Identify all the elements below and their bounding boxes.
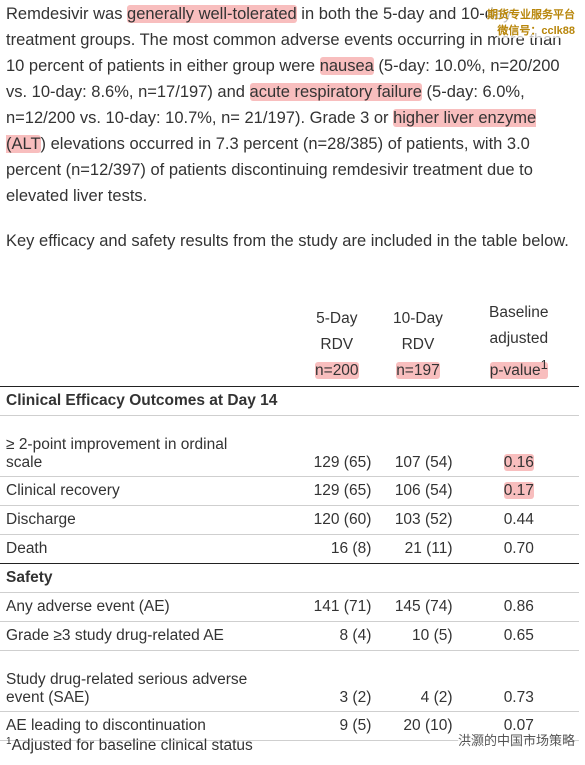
header-10-day: 10-Day RDV n=197 [392, 310, 443, 380]
section-row-efficacy: Clinical Efficacy Outcomes at Day 14 [0, 386, 579, 416]
highlight-nausea: nausea [319, 57, 374, 75]
table-header-row: 5-Day RDV n=200 10-Day RDV n=197 Baseline adj… [0, 300, 579, 387]
intro-text: (5-day: 10.0%, n=20/200 vs. 10-day: 8.6%… [6, 57, 560, 101]
header-empty [0, 300, 296, 387]
table-row: Grade ≥3 study drug-related AE 8 (4) 10 … [0, 621, 579, 651]
table-row: Study drug-related serious adverse event … [0, 650, 579, 712]
watermark-bottom: 洪灏的中国市场策略 [457, 730, 575, 749]
section-row-safety: Safety [0, 563, 579, 593]
watermark-line-2: 微信号：cclk88 [497, 22, 575, 38]
footnote: 1Adjusted for baseline clinical status [6, 736, 253, 755]
intro-text: (5-day: 6.0%, n=12/200 vs. 10-day: 10.7%… [6, 83, 525, 127]
header-5-day: 5-Day RDV n=200 [315, 310, 359, 380]
results-table: 5-Day RDV n=200 10-Day RDV n=197 Baseline adj… [0, 300, 579, 742]
highlight-well-tolerated: generally well-tolerated [127, 5, 297, 23]
lead-paragraph: Key efficacy and safety results from the… [6, 232, 569, 250]
table-row: Clinical recovery 129 (65) 106 (54) 0.17 [0, 476, 579, 506]
header-p-value: Baseline adjusted p-value1 [489, 304, 549, 380]
table-row: AE leading to discontinuation 9 (5) 20 (… [0, 711, 579, 742]
intro-text: ) elevations occurred in 7.3 percent (n=… [6, 135, 533, 205]
table-row: Discharge 120 (60) 103 (52) 0.44 [0, 505, 579, 535]
intro-text: in both the 5-day and 10-day treatment g… [6, 5, 562, 75]
table-row: Any adverse event (AE) 141 (71) 145 (74)… [0, 592, 579, 622]
intro-text: Remdesivir was [6, 5, 128, 23]
table-row: Death 16 (8) 21 (11) 0.70 [0, 534, 579, 564]
intro-paragraph: Remdesivir was generally well-tolerated … [6, 1, 576, 209]
table-row: ≥ 2-point improvement in ordinal scale 12… [0, 415, 579, 477]
highlight-respiratory-failure: acute respiratory failure [249, 83, 422, 101]
watermark-line-1: 期货专业服务平台 [487, 6, 575, 22]
